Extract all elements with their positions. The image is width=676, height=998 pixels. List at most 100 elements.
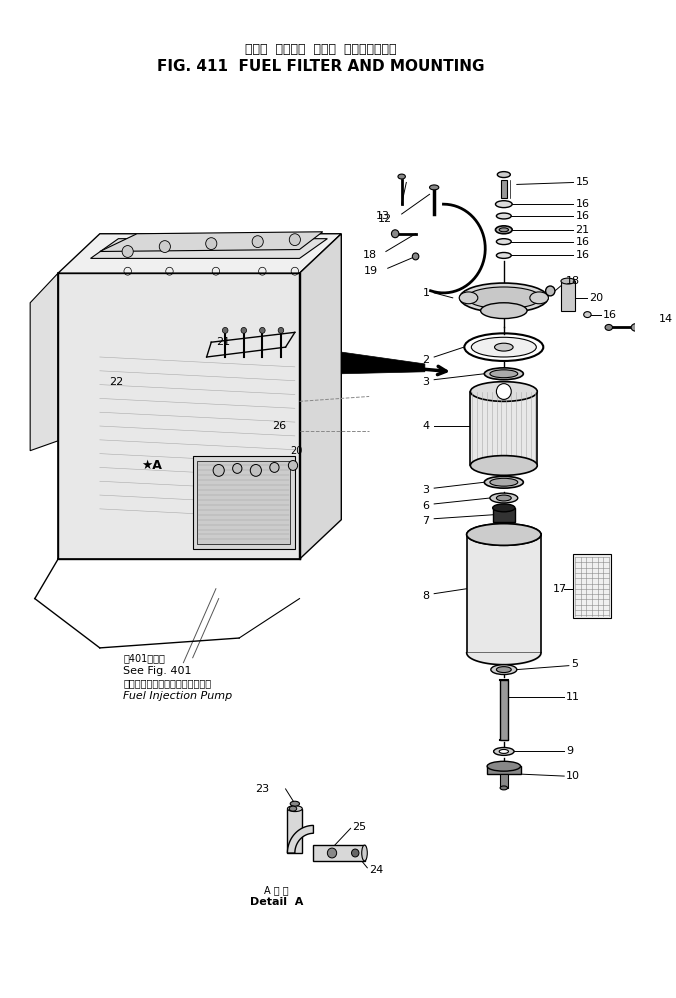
Circle shape: [250, 464, 262, 476]
Text: 25: 25: [352, 822, 366, 832]
Polygon shape: [30, 273, 58, 451]
Ellipse shape: [362, 845, 367, 861]
Ellipse shape: [496, 239, 511, 245]
Ellipse shape: [481, 302, 527, 318]
Circle shape: [252, 236, 263, 248]
Text: 23: 23: [255, 783, 269, 793]
Text: 7: 7: [422, 516, 429, 526]
Circle shape: [352, 849, 359, 857]
Ellipse shape: [466, 524, 541, 545]
Text: 4: 4: [422, 421, 429, 431]
Polygon shape: [100, 232, 322, 251]
Ellipse shape: [546, 286, 555, 295]
Ellipse shape: [460, 283, 548, 312]
Circle shape: [222, 327, 228, 333]
Ellipse shape: [490, 478, 518, 486]
Bar: [501, 181, 506, 199]
Text: 16: 16: [575, 237, 589, 247]
Ellipse shape: [583, 311, 591, 317]
Text: 16: 16: [575, 250, 589, 260]
Ellipse shape: [398, 174, 406, 179]
Ellipse shape: [490, 493, 518, 503]
Ellipse shape: [466, 287, 541, 308]
Circle shape: [233, 463, 242, 473]
Text: 1: 1: [422, 287, 429, 298]
Ellipse shape: [470, 381, 537, 401]
Ellipse shape: [496, 252, 511, 258]
Text: 16: 16: [575, 211, 589, 221]
Circle shape: [270, 462, 279, 472]
Bar: [466, 535, 541, 653]
Ellipse shape: [471, 337, 536, 357]
Text: 21: 21: [216, 337, 230, 347]
Text: 14: 14: [659, 313, 673, 323]
Text: 12: 12: [379, 214, 392, 224]
Circle shape: [241, 327, 247, 333]
Text: 15: 15: [575, 178, 589, 188]
Ellipse shape: [490, 370, 518, 377]
Text: 11: 11: [566, 693, 580, 703]
Bar: [197, 460, 290, 544]
Ellipse shape: [498, 172, 510, 178]
Ellipse shape: [429, 185, 439, 190]
Ellipse shape: [530, 292, 548, 303]
Text: 2: 2: [422, 355, 429, 365]
Text: Fuel Injection Pump: Fuel Injection Pump: [123, 692, 233, 702]
Text: 3: 3: [422, 485, 429, 495]
Polygon shape: [91, 239, 327, 258]
Circle shape: [289, 460, 297, 470]
Ellipse shape: [561, 278, 575, 284]
Polygon shape: [299, 234, 341, 559]
Bar: [573, 554, 610, 619]
Ellipse shape: [493, 504, 515, 512]
Ellipse shape: [495, 343, 513, 351]
Bar: [470, 391, 537, 465]
Text: 16: 16: [575, 200, 589, 210]
Text: 8: 8: [422, 591, 429, 601]
Ellipse shape: [484, 476, 523, 488]
Ellipse shape: [496, 213, 511, 219]
Ellipse shape: [631, 323, 642, 331]
Ellipse shape: [287, 805, 302, 811]
Ellipse shape: [484, 368, 523, 379]
Ellipse shape: [459, 292, 478, 303]
Text: フェエルインジェクションポンプ: フェエルインジェクションポンプ: [123, 679, 211, 689]
Polygon shape: [58, 234, 341, 273]
Bar: [487, 766, 521, 774]
Circle shape: [260, 327, 265, 333]
Text: 5: 5: [571, 659, 578, 669]
Ellipse shape: [487, 761, 521, 771]
Circle shape: [213, 464, 224, 476]
Text: 13: 13: [376, 211, 390, 221]
Circle shape: [122, 246, 133, 257]
Text: 16: 16: [603, 309, 617, 319]
Text: 24: 24: [369, 865, 383, 875]
Text: 19: 19: [364, 266, 379, 276]
Text: Detail  A: Detail A: [249, 897, 303, 907]
Text: ★A: ★A: [141, 459, 162, 472]
Circle shape: [206, 238, 217, 250]
Ellipse shape: [496, 495, 511, 501]
Circle shape: [327, 848, 337, 858]
Ellipse shape: [500, 786, 508, 789]
Text: 第401図参照: 第401図参照: [123, 653, 165, 663]
Ellipse shape: [605, 324, 612, 330]
Text: 18: 18: [566, 276, 580, 286]
Ellipse shape: [496, 667, 511, 673]
Ellipse shape: [470, 456, 537, 475]
Text: See Fig. 401: See Fig. 401: [123, 666, 191, 676]
Text: FIG. 411  FUEL FILTER AND MOUNTING: FIG. 411 FUEL FILTER AND MOUNTING: [157, 59, 485, 74]
Ellipse shape: [491, 665, 517, 675]
Polygon shape: [287, 825, 314, 853]
Ellipse shape: [499, 228, 508, 232]
Ellipse shape: [493, 748, 514, 755]
Bar: [500, 774, 508, 788]
Polygon shape: [341, 352, 425, 374]
Text: 21: 21: [575, 225, 589, 235]
Text: A 詳 図: A 詳 図: [264, 885, 289, 895]
Circle shape: [278, 327, 284, 333]
Text: 20: 20: [290, 446, 303, 456]
Circle shape: [496, 383, 511, 399]
Circle shape: [160, 241, 170, 252]
Circle shape: [289, 234, 300, 246]
